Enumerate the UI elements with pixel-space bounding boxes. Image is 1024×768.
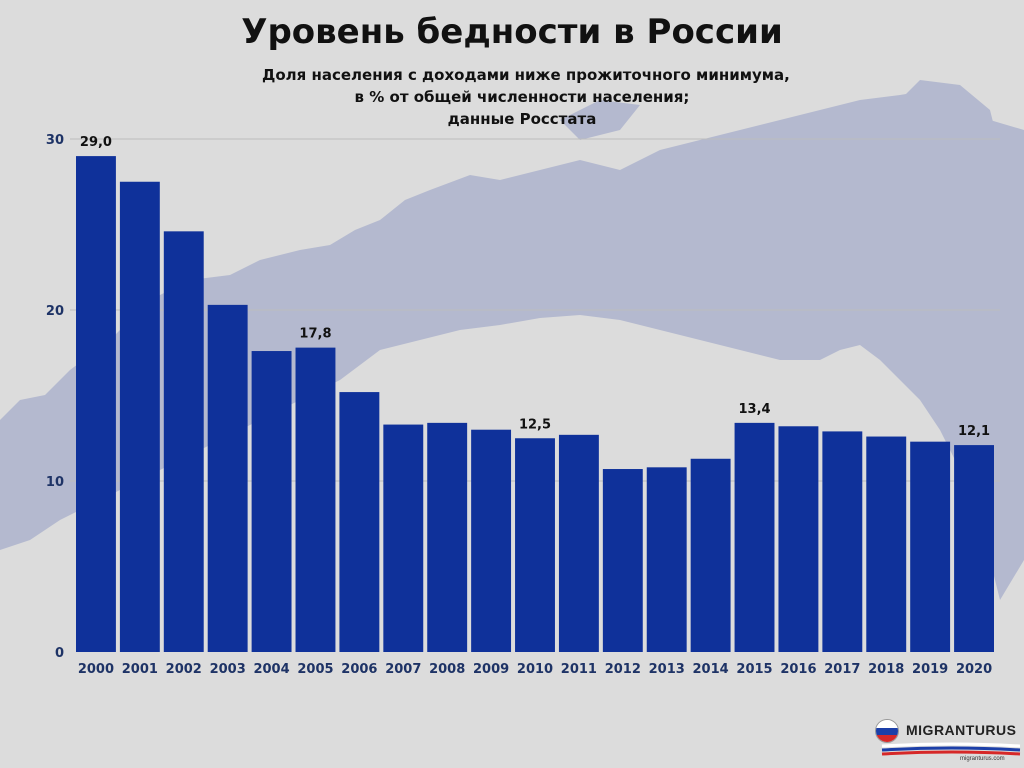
- bar-2020: [954, 445, 994, 652]
- x-tick-label: 2012: [605, 662, 641, 677]
- bars: [76, 156, 994, 652]
- bar-2007: [383, 424, 424, 652]
- bar-2011: [558, 434, 599, 652]
- bar-2013: [646, 467, 687, 652]
- chart-subtitle: Доля населения с доходами ниже прожиточн…: [262, 64, 790, 130]
- y-tick-label: 20: [46, 304, 64, 319]
- x-tick-label: 2011: [561, 662, 597, 677]
- bar-2006: [339, 392, 380, 652]
- logo-stripes: [881, 742, 1021, 756]
- x-tick-label: 2019: [912, 662, 948, 677]
- migranturus-logo: MIGRANTURUS migranturus.com: [872, 716, 1022, 766]
- logo-url: migranturus.com: [960, 756, 1005, 762]
- x-axis: 2000 2001 2002 2003 2004 2005 2006 2007 2008 2009…: [78, 662, 992, 677]
- bar-2018: [866, 436, 907, 652]
- subtitle-line-3: данные Росстата: [447, 110, 597, 128]
- chart-title: Уровень бедности в России: [241, 12, 783, 52]
- x-tick-label: 2004: [253, 662, 289, 677]
- bar-2016: [778, 426, 819, 652]
- bar-2012: [602, 469, 643, 652]
- bar-2004: [251, 351, 292, 652]
- y-tick-label: 10: [46, 475, 64, 490]
- data-label-2000: 29,0: [80, 135, 112, 150]
- bar-2019: [910, 441, 951, 652]
- y-axis: 0 10 20 30: [46, 133, 64, 661]
- x-tick-label: 2001: [122, 662, 158, 677]
- x-tick-label: 2015: [736, 662, 772, 677]
- x-tick-label: 2007: [385, 662, 421, 677]
- subtitle-line-2: в % от общей численности населения;: [354, 88, 690, 106]
- x-tick-label: 2000: [78, 662, 114, 677]
- map-island-north: [560, 100, 640, 140]
- x-tick-label: 2005: [297, 662, 333, 677]
- x-tick-label: 2008: [429, 662, 465, 677]
- map-landmass: [0, 90, 1024, 600]
- x-tick-label: 2003: [210, 662, 246, 677]
- data-label-2005: 17,8: [299, 327, 331, 342]
- bar-2010: [515, 438, 555, 652]
- x-tick-label: 2018: [868, 662, 904, 677]
- y-tick-label: 0: [55, 646, 64, 661]
- data-label-2020: 12,1: [958, 424, 990, 439]
- x-tick-label: 2016: [780, 662, 816, 677]
- bar-2008: [427, 422, 468, 652]
- bar-2005: [295, 347, 336, 652]
- x-tick-label: 2013: [649, 662, 685, 677]
- x-tick-label: 2002: [166, 662, 202, 677]
- y-tick-label: 30: [46, 133, 64, 148]
- flag-circle-icon: [876, 720, 898, 742]
- bar-2015: [734, 422, 775, 652]
- x-tick-label: 2017: [824, 662, 860, 677]
- logo-name: MIGRANTURUS: [906, 722, 1017, 738]
- bar-2017: [822, 431, 863, 652]
- bar-2001: [119, 181, 160, 652]
- data-label-2010: 12,5: [519, 417, 551, 432]
- bar-2003: [207, 304, 248, 652]
- x-tick-label: 2014: [693, 662, 729, 677]
- bar-2009: [471, 429, 512, 652]
- data-labels: 29,0 17,8 12,5 13,4 12,1: [80, 135, 990, 439]
- bar-2002: [163, 231, 204, 652]
- x-tick-label: 2020: [956, 662, 992, 677]
- x-tick-label: 2009: [473, 662, 509, 677]
- x-tick-label: 2006: [341, 662, 377, 677]
- map-island-east: [890, 80, 1000, 160]
- bar-2014: [690, 458, 731, 652]
- bar-2000: [76, 156, 116, 652]
- subtitle-line-1: Доля населения с доходами ниже прожиточн…: [262, 66, 790, 84]
- data-label-2015: 13,4: [738, 402, 770, 417]
- x-tick-label: 2010: [517, 662, 553, 677]
